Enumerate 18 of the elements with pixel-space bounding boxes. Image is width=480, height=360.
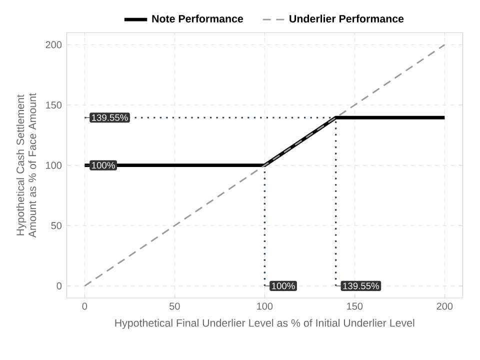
x-tick-label: 50	[170, 302, 180, 310]
legend-label: Note Performance	[152, 14, 244, 23]
annotation: 100%	[272, 282, 295, 290]
x-tick-label: 200	[436, 302, 453, 310]
x-tick-label: 0	[82, 302, 88, 310]
x-tick-label: 150	[347, 302, 363, 310]
y-tick-label: 150	[46, 101, 62, 109]
y-axis-title: Hypothetical Cash Settlement Amount as % of Face Amount	[16, 93, 36, 238]
legend-label: Underlier Performance	[290, 14, 404, 23]
y-tick-label: 200	[46, 41, 62, 48]
y-tick-label: 100	[46, 162, 62, 169]
annotation: 139.55%	[343, 282, 380, 290]
annotation: 139.55%	[92, 114, 128, 121]
annotation: 100%	[92, 162, 115, 169]
y-tick-label: 50	[51, 222, 62, 230]
y-tick-label: 0	[56, 282, 62, 290]
x-axis-title: Hypothetical Final Underlier Level as % of Initial Underlier Level	[115, 318, 414, 329]
x-tick-label: 100	[257, 302, 273, 310]
